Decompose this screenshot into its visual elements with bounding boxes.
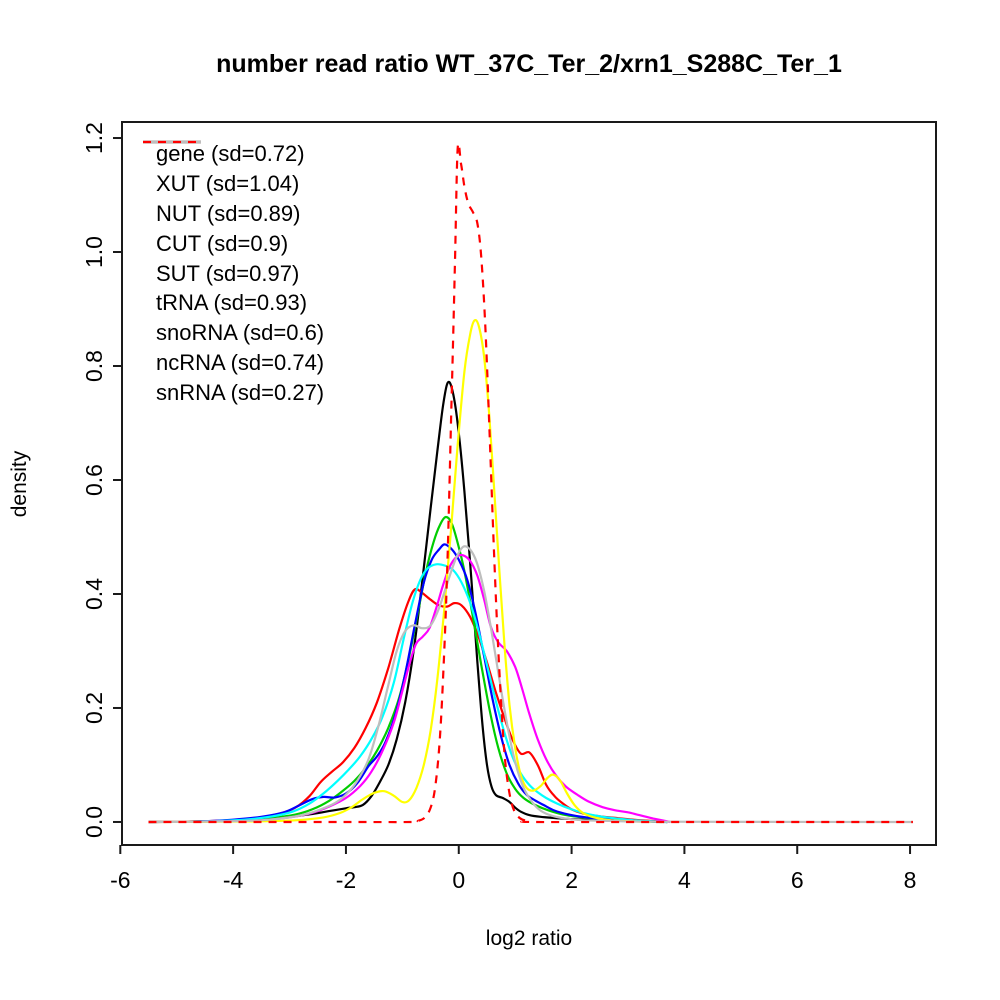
curve-snoRNA <box>148 318 651 824</box>
curve-tRNA <box>148 553 671 824</box>
curve-ncRNA <box>148 545 913 824</box>
legend-label-snoRNA: snoRNA (sd=0.6) <box>156 320 325 346</box>
plot-box <box>121 121 937 846</box>
x-tick-label: 8 <box>904 867 917 893</box>
legend-label-tRNA: tRNA (sd=0.93) <box>156 290 308 316</box>
legend-label-gene: gene (sd=0.72) <box>156 140 305 166</box>
legend-item-SUT: SUT (sd=0.97) <box>143 140 324 289</box>
curve-gene <box>148 380 668 824</box>
legend: gene (sd=0.72) XUT (sd=1.04) NUT (sd=0.89)… <box>143 139 324 408</box>
curve-XUT <box>148 587 668 824</box>
y-tick-label: 1.0 <box>81 236 107 268</box>
x-tick-label: -4 <box>223 867 244 893</box>
legend-line-snRNA <box>143 140 201 144</box>
legend-label-SUT: SUT (sd=0.97) <box>156 260 300 286</box>
legend-item-snoRNA: snoRNA (sd=0.6) <box>143 140 325 348</box>
x-tick-label: 0 <box>452 867 465 893</box>
y-tick-label: 1.2 <box>81 122 107 154</box>
y-tick-label: 0.6 <box>81 464 107 496</box>
legend-item-NUT: NUT (sd=0.89) <box>143 140 324 229</box>
curve-CUT <box>148 543 665 824</box>
legend-item-snRNA: snRNA (sd=0.27) <box>143 140 325 408</box>
legend-label-NUT: NUT (sd=0.89) <box>156 200 301 226</box>
x-tick-label: -6 <box>110 867 130 893</box>
legend-label-ncRNA: ncRNA (sd=0.74) <box>156 350 325 376</box>
legend-label-XUT: XUT (sd=1.04) <box>156 170 300 196</box>
x-tick-label: 4 <box>678 867 691 893</box>
legend-label-snRNA: snRNA (sd=0.27) <box>156 380 325 406</box>
curve-SUT <box>148 563 668 824</box>
chart-title: number read ratio WT_37C_Ter_2/xrn1_S288… <box>216 50 842 78</box>
x-tick-label: -2 <box>336 867 356 893</box>
x-tick-label: 6 <box>791 867 804 893</box>
x-axis-label: log2 ratio <box>485 927 573 950</box>
legend-item-tRNA: tRNA (sd=0.93) <box>143 140 324 318</box>
y-tick-label: 0.0 <box>81 806 107 838</box>
y-tick-label: 0.4 <box>81 578 107 610</box>
legend-label-CUT: CUT (sd=0.9) <box>156 230 289 256</box>
legend-item-ncRNA: ncRNA (sd=0.74) <box>143 140 325 378</box>
legend-item-XUT: XUT (sd=1.04) <box>143 140 324 199</box>
x-tick-label: 2 <box>565 867 578 893</box>
legend-item-CUT: CUT (sd=0.9) <box>143 140 324 259</box>
y-tick-label: 0.8 <box>81 350 107 382</box>
legend-item-gene: gene (sd=0.72) <box>143 139 324 169</box>
y-tick-label: 0.2 <box>81 692 107 724</box>
